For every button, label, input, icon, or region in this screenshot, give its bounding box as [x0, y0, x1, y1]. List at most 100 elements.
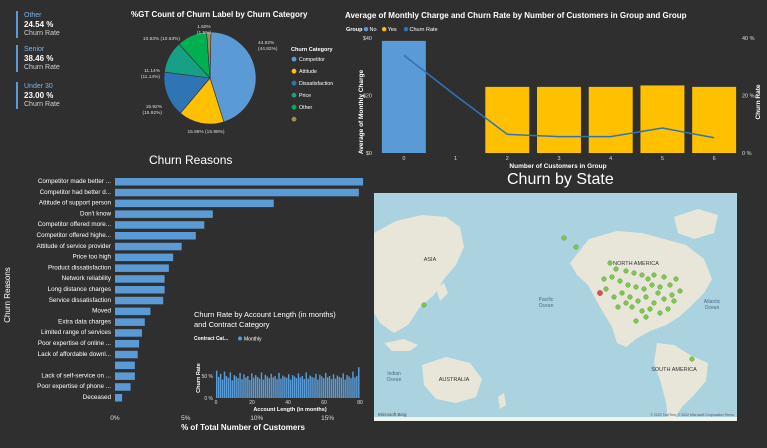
- state-point[interactable]: [657, 284, 663, 290]
- state-point[interactable]: [639, 272, 645, 278]
- kpi-card-senior[interactable]: Senior 38.46 % Churn Rate: [16, 45, 76, 72]
- pie-legend-item[interactable]: Dissatisfaction: [299, 81, 333, 87]
- account-bar[interactable]: [315, 373, 317, 398]
- state-point[interactable]: [619, 290, 625, 296]
- pie-legend-item[interactable]: Other: [299, 105, 312, 111]
- state-point[interactable]: [671, 298, 677, 304]
- state-point[interactable]: [601, 276, 607, 282]
- account-bar[interactable]: [309, 375, 311, 398]
- state-point[interactable]: [673, 276, 679, 282]
- account-bar[interactable]: [239, 372, 241, 398]
- account-bar[interactable]: [260, 372, 263, 398]
- reason-bar[interactable]: [115, 264, 169, 272]
- pie-legend-item[interactable]: Attitude: [299, 69, 317, 75]
- churn-rate-line[interactable]: [403, 54, 715, 139]
- pie-slice[interactable]: [163, 71, 211, 114]
- reason-bar[interactable]: [115, 383, 131, 391]
- account-bar[interactable]: [225, 376, 228, 398]
- account-bar[interactable]: [324, 372, 327, 398]
- state-point[interactable]: [615, 304, 621, 310]
- pie-legend-item[interactable]: Price: [299, 93, 311, 99]
- state-point[interactable]: [623, 300, 629, 306]
- account-bar[interactable]: [342, 373, 344, 398]
- account-bar[interactable]: [258, 378, 261, 398]
- reason-bar[interactable]: [115, 178, 364, 186]
- account-bar[interactable]: [280, 378, 282, 398]
- account-bar[interactable]: [243, 374, 245, 398]
- account-bar[interactable]: [231, 380, 234, 398]
- account-bar[interactable]: [282, 375, 284, 398]
- reason-bar[interactable]: [115, 286, 165, 294]
- reason-bar[interactable]: [115, 232, 196, 240]
- reason-bar[interactable]: [115, 329, 142, 337]
- account-bar[interactable]: [270, 373, 272, 398]
- state-point[interactable]: [651, 272, 657, 278]
- account-bar[interactable]: [338, 376, 341, 398]
- account-bar[interactable]: [237, 378, 239, 398]
- reason-bar[interactable]: [115, 199, 274, 208]
- state-point[interactable]: [633, 318, 639, 324]
- reason-bar[interactable]: [115, 372, 135, 380]
- account-bar[interactable]: [348, 376, 350, 398]
- reason-bar[interactable]: [115, 275, 165, 283]
- state-point[interactable]: [561, 235, 567, 241]
- reason-bar[interactable]: [115, 307, 151, 316]
- account-legend-item[interactable]: Monthly: [244, 337, 262, 343]
- combo-legend-item[interactable]: Churn Rate: [410, 27, 438, 33]
- combo-legend-item[interactable]: No: [370, 27, 377, 33]
- account-bar[interactable]: [252, 377, 255, 398]
- state-point[interactable]: [689, 356, 695, 362]
- account-bar[interactable]: [319, 374, 321, 398]
- account-bar[interactable]: [317, 379, 319, 398]
- account-bar[interactable]: [262, 379, 265, 398]
- account-bar[interactable]: [321, 376, 323, 398]
- state-point[interactable]: [633, 284, 639, 290]
- account-bar[interactable]: [251, 373, 253, 398]
- state-point-high[interactable]: [597, 290, 603, 296]
- account-bar[interactable]: [276, 379, 278, 398]
- reason-bar[interactable]: [115, 188, 359, 197]
- account-bar[interactable]: [272, 377, 274, 398]
- state-point[interactable]: [641, 286, 647, 292]
- state-point[interactable]: [661, 274, 667, 280]
- account-bar[interactable]: [217, 376, 220, 398]
- state-point[interactable]: [421, 302, 427, 308]
- account-bar[interactable]: [229, 372, 232, 398]
- state-point[interactable]: [629, 304, 635, 310]
- account-bar[interactable]: [241, 379, 243, 398]
- pie-chart[interactable]: 44.82%(44.82%) 15.98% (15.98%) 15.92%(15.9…: [120, 24, 345, 144]
- account-bar[interactable]: [323, 378, 325, 398]
- churn-map[interactable]: ASIA NORTH AMERICA SOUTH AMERICA AUSTRALIA P…: [374, 193, 737, 421]
- combo-bar-yes[interactable]: [588, 86, 633, 153]
- account-bar[interactable]: [307, 378, 309, 398]
- state-point[interactable]: [611, 294, 617, 300]
- pie-legend-item[interactable]: Competitor: [299, 57, 325, 63]
- account-bar[interactable]: [334, 378, 337, 398]
- account-bar[interactable]: [301, 376, 304, 398]
- account-bar[interactable]: [328, 376, 331, 398]
- reason-bar[interactable]: [115, 340, 140, 348]
- state-point[interactable]: [607, 260, 613, 266]
- account-bar[interactable]: [352, 371, 354, 398]
- account-bar[interactable]: [235, 376, 237, 398]
- state-point[interactable]: [631, 270, 637, 276]
- reason-bar[interactable]: [115, 361, 135, 370]
- account-bar[interactable]: [284, 376, 286, 398]
- state-point[interactable]: [643, 314, 649, 320]
- reason-bar[interactable]: [115, 242, 182, 251]
- state-point[interactable]: [657, 310, 663, 316]
- account-bar[interactable]: [264, 374, 267, 398]
- account-bar[interactable]: [278, 372, 280, 398]
- account-bar[interactable]: [221, 379, 224, 398]
- account-bar[interactable]: [233, 375, 235, 398]
- state-point[interactable]: [617, 278, 623, 284]
- account-bar[interactable]: [332, 374, 335, 398]
- state-point[interactable]: [639, 308, 645, 314]
- account-bar[interactable]: [245, 377, 247, 398]
- state-point[interactable]: [573, 244, 579, 250]
- reason-bar[interactable]: [115, 221, 205, 229]
- reason-bar[interactable]: [115, 296, 164, 305]
- account-bar[interactable]: [223, 371, 226, 398]
- account-bar[interactable]: [291, 375, 294, 398]
- account-bar[interactable]: [256, 376, 259, 398]
